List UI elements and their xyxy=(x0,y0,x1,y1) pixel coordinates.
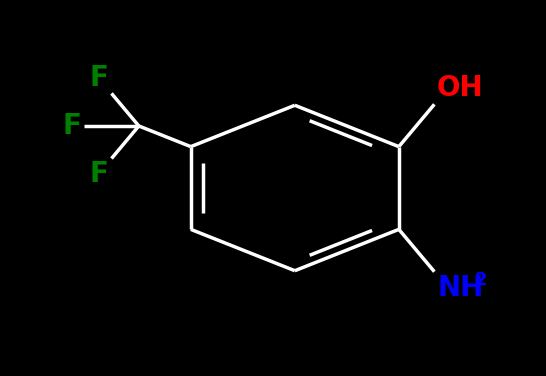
Text: F: F xyxy=(90,161,109,188)
Text: F: F xyxy=(63,112,81,140)
Text: OH: OH xyxy=(437,74,484,102)
Text: 2: 2 xyxy=(474,271,486,288)
Text: NH: NH xyxy=(437,274,483,302)
Text: F: F xyxy=(90,64,109,91)
